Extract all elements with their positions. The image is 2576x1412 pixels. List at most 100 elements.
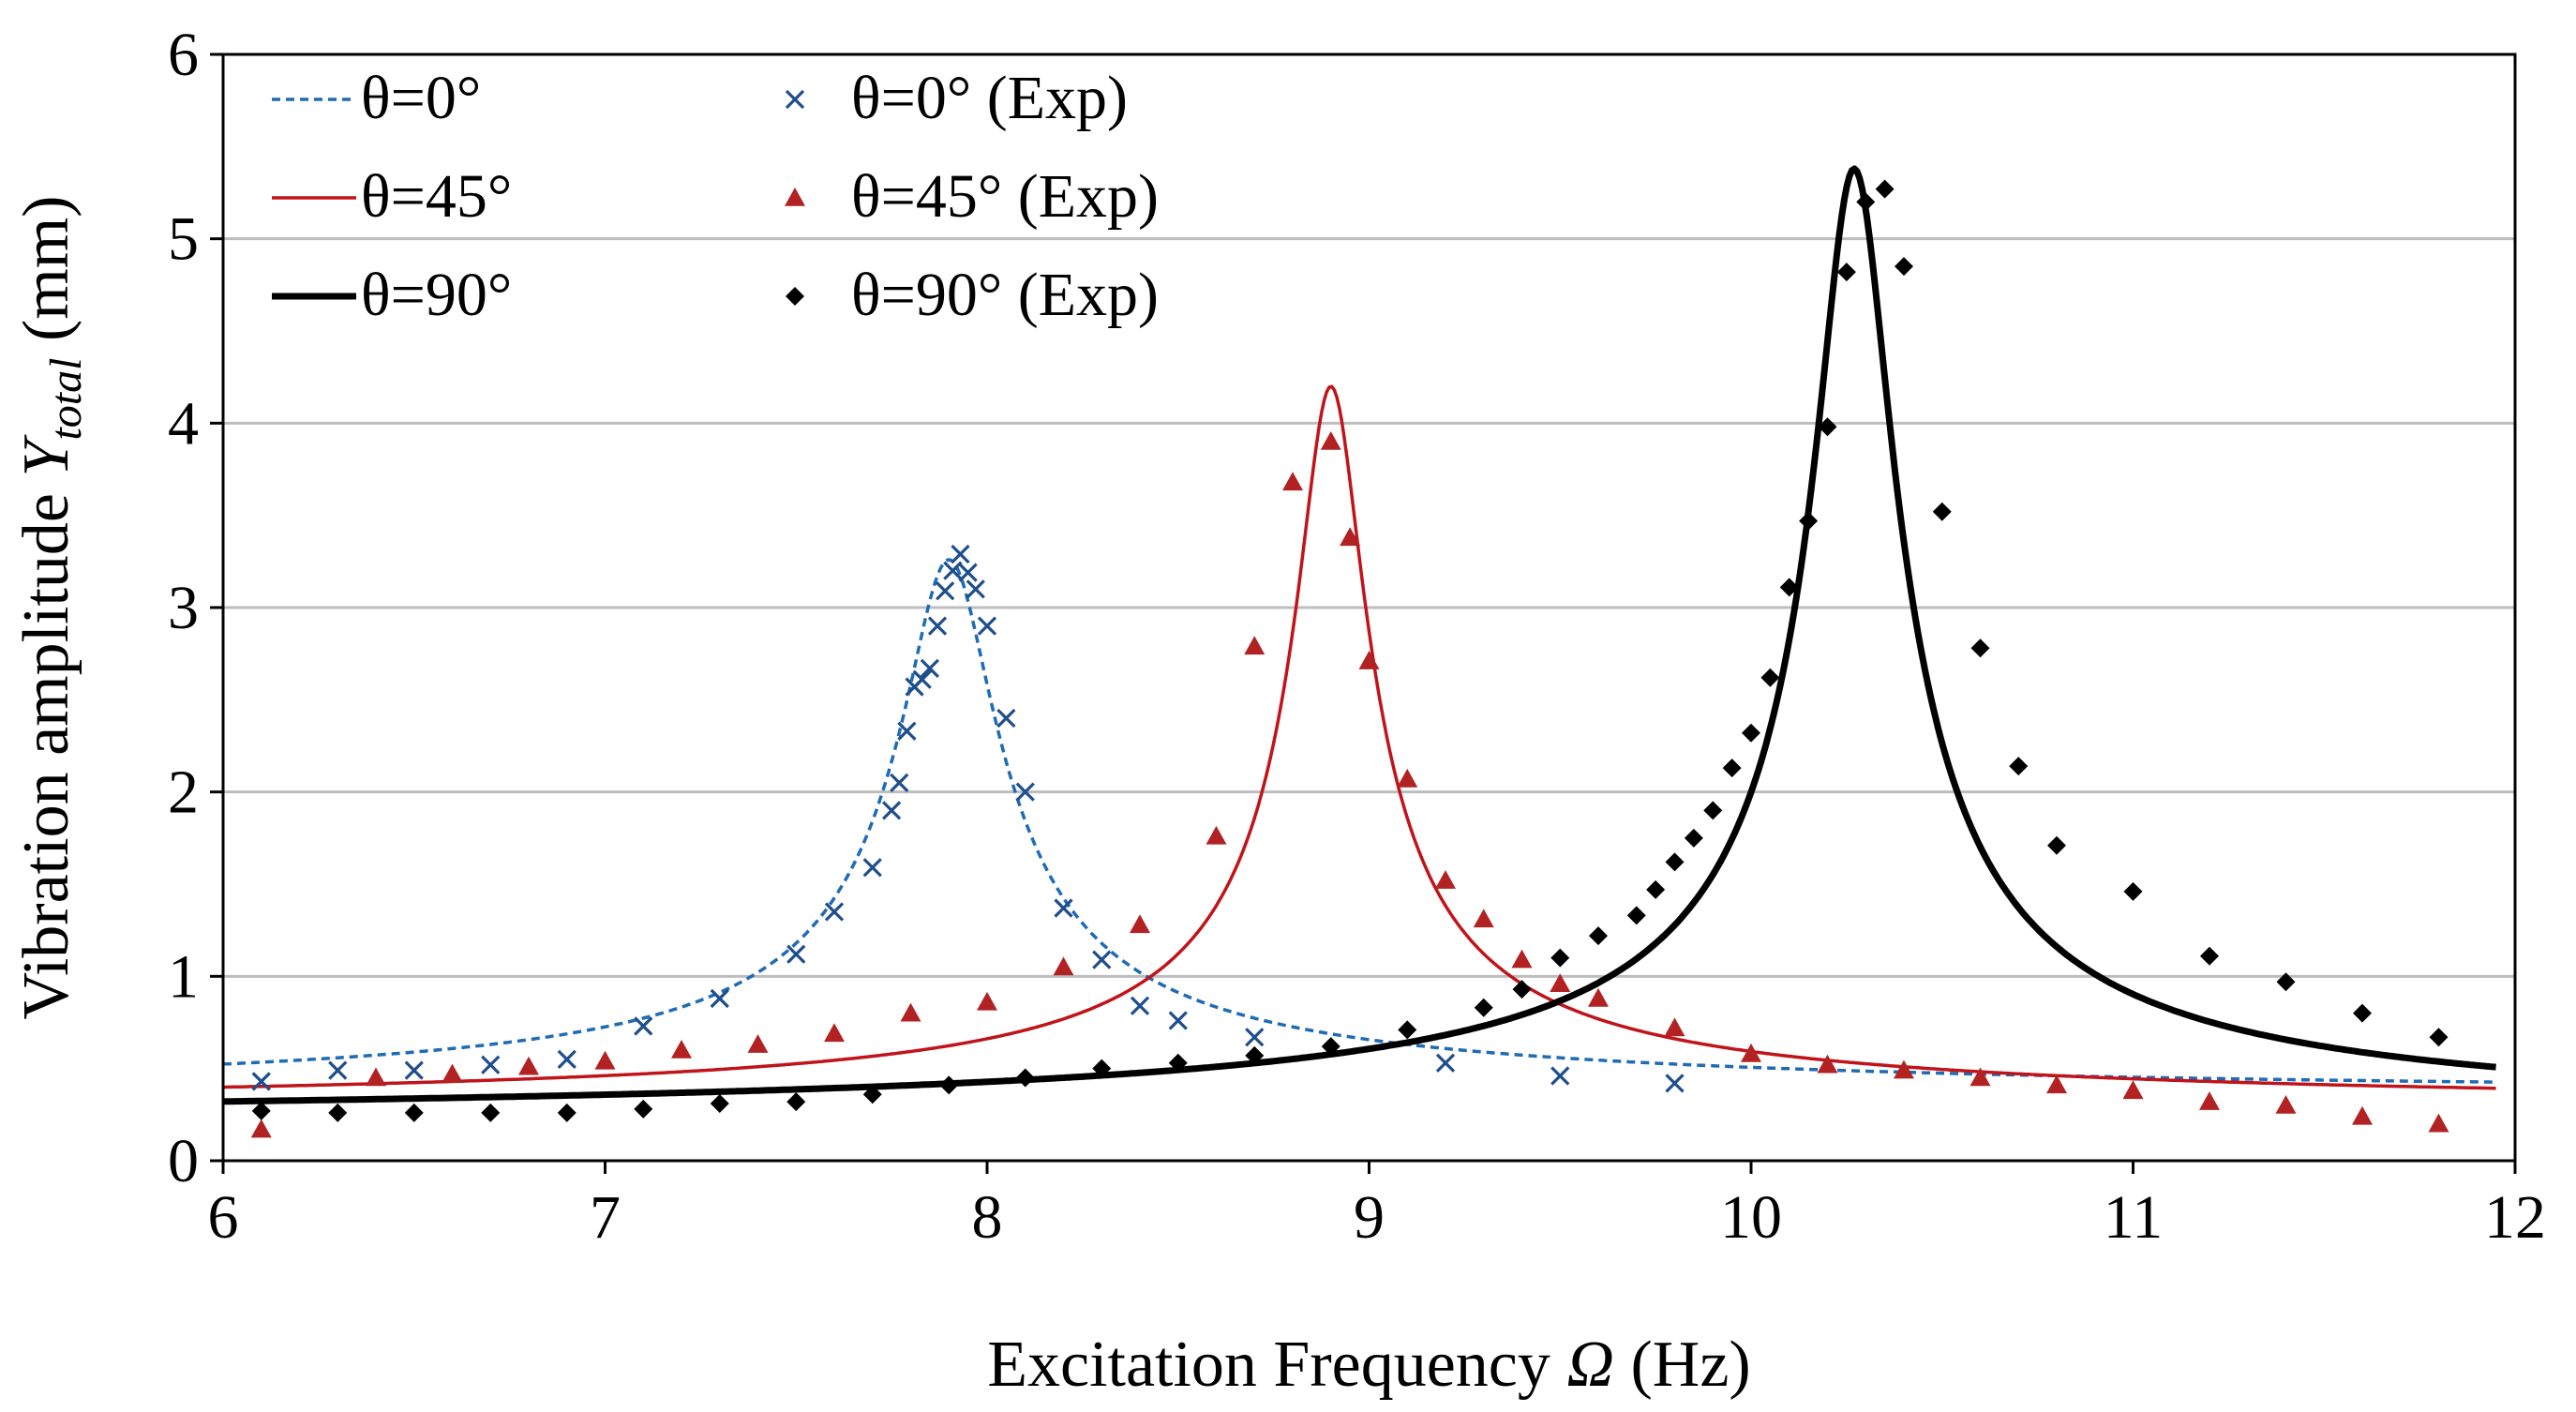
data-point-x-29: [1245, 1028, 1265, 1047]
data-point-x-16: [927, 616, 948, 636]
y-tick-label-4: 4: [168, 389, 199, 458]
data-point-x-2: [404, 1060, 424, 1080]
data-point-diamond-23: [1684, 828, 1703, 848]
data-point-diamond-9: [939, 1075, 959, 1095]
data-point-diamond-37: [2009, 757, 2029, 776]
data-point-triangle-14: [1282, 472, 1303, 491]
data-point-triangle-9: [977, 991, 997, 1011]
data-point-triangle-3: [518, 1056, 539, 1075]
data-point-triangle-25: [1741, 1043, 1761, 1062]
data-point-diamond-16: [1474, 998, 1493, 1017]
data-point-diamond-29: [1799, 511, 1819, 531]
legend-label-1: θ=45°: [361, 162, 512, 231]
data-point-x-3: [481, 1055, 501, 1074]
data-point-diamond-40: [2200, 946, 2219, 966]
x-axis-label: Excitation Frequency Ω (Hz): [987, 1329, 1751, 1401]
data-point-diamond-25: [1722, 759, 1742, 778]
data-point-x-0: [251, 1072, 271, 1091]
data-point-x-26: [1092, 950, 1112, 969]
data-point-triangle-30: [2122, 1080, 2144, 1100]
data-point-x-14: [912, 669, 932, 689]
legend-marker-swatch-2: [786, 287, 804, 306]
y-tick-label-5: 5: [168, 205, 199, 274]
data-point-diamond-36: [1970, 638, 1990, 658]
data-point-diamond-0: [251, 1101, 271, 1120]
data-point-triangle-23: [1588, 987, 1609, 1007]
data-point-triangle-7: [824, 1023, 845, 1043]
data-point-triangle-33: [2352, 1105, 2373, 1125]
data-point-triangle-17: [1358, 651, 1380, 669]
data-point-diamond-1: [328, 1103, 348, 1122]
data-point-x-25: [1054, 898, 1073, 918]
data-point-diamond-34: [1895, 257, 1913, 277]
data-point-triangle-12: [1206, 825, 1227, 845]
data-point-x-20: [958, 563, 978, 582]
y-tick-label-6: 6: [168, 21, 199, 89]
data-point-x-28: [1168, 1011, 1188, 1030]
data-point-triangle-18: [1397, 768, 1418, 788]
y-axis-label: Vibration amplitude Ytotal (mm): [10, 196, 96, 1020]
data-point-triangle-8: [900, 1002, 921, 1022]
data-point-diamond-15: [1398, 1020, 1417, 1040]
legend-marker-swatch-0: [785, 89, 805, 110]
data-point-x-23: [996, 708, 1016, 729]
series-line-0: [222, 558, 2496, 1084]
legend-label-0: θ=0°: [361, 64, 481, 132]
data-point-x-19: [951, 544, 970, 564]
data-point-diamond-30: [1818, 417, 1837, 437]
data-point-triangle-19: [1435, 870, 1456, 889]
data-point-triangle-22: [1550, 973, 1571, 992]
series-line-1: [222, 384, 2496, 1090]
data-point-diamond-27: [1760, 668, 1780, 687]
data-point-diamond-2: [404, 1103, 424, 1122]
data-point-diamond-14: [1321, 1037, 1340, 1057]
data-point-diamond-3: [481, 1103, 501, 1122]
data-point-diamond-32: [1856, 192, 1876, 212]
data-point-diamond-5: [634, 1099, 653, 1119]
data-point-diamond-42: [2353, 1003, 2372, 1023]
data-point-x-12: [897, 721, 917, 741]
data-point-triangle-24: [1664, 1017, 1685, 1037]
data-point-x-15: [920, 658, 940, 679]
data-point-triangle-0: [250, 1119, 272, 1138]
legend-exp-label-0: θ=0° (Exp): [851, 64, 1128, 132]
x-tick-label-7: 7: [590, 1183, 621, 1252]
data-point-triangle-34: [2428, 1113, 2449, 1133]
data-point-x-24: [1015, 782, 1035, 802]
data-point-diamond-19: [1589, 926, 1608, 946]
data-point-diamond-24: [1703, 801, 1723, 820]
data-point-diamond-4: [557, 1103, 577, 1122]
data-point-diamond-35: [1932, 502, 1952, 521]
data-point-x-7: [786, 944, 806, 964]
data-point-triangle-26: [1817, 1054, 1838, 1074]
data-point-diamond-38: [2047, 835, 2066, 855]
data-point-diamond-21: [1646, 879, 1666, 899]
data-point-triangle-21: [1511, 949, 1533, 969]
data-point-triangle-27: [1894, 1059, 1914, 1079]
data-point-x-10: [881, 801, 902, 820]
y-tick-label-2: 2: [168, 759, 199, 827]
data-point-x-22: [977, 616, 997, 636]
legend-exp-label-1: θ=45° (Exp): [851, 162, 1159, 231]
data-point-diamond-41: [2276, 972, 2296, 992]
legend-marker-swatch-1: [785, 188, 805, 206]
x-tick-label-6: 6: [208, 1183, 239, 1252]
legend-label-2: θ=90°: [361, 261, 512, 329]
data-point-triangle-15: [1320, 431, 1341, 450]
data-point-triangle-29: [2046, 1074, 2067, 1094]
data-point-triangle-6: [747, 1034, 769, 1053]
data-point-diamond-31: [1836, 263, 1856, 282]
data-point-x-27: [1130, 996, 1150, 1015]
data-point-triangle-10: [1053, 956, 1074, 976]
x-tick-label-8: 8: [972, 1183, 1003, 1252]
data-point-diamond-43: [2429, 1028, 2449, 1047]
data-point-x-4: [557, 1049, 577, 1069]
data-point-x-21: [966, 579, 985, 599]
data-point-x-17: [936, 581, 955, 601]
y-tick-label-1: 1: [168, 942, 199, 1011]
data-point-x-11: [890, 773, 909, 792]
series-points: [250, 179, 2449, 1138]
y-tick-label-3: 3: [168, 574, 199, 642]
